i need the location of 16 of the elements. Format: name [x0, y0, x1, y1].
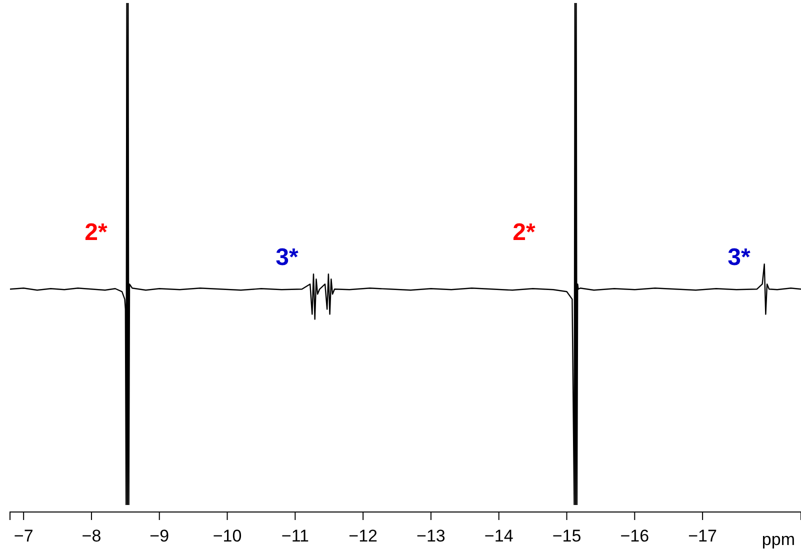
x-axis-title: ppm — [762, 530, 795, 549]
x-tick-label: −11 — [281, 526, 309, 546]
x-tick-label: −15 — [552, 526, 582, 546]
x-tick-label: −13 — [416, 526, 446, 546]
x-tick-label: −8 — [82, 526, 102, 546]
x-tick-label: −10 — [212, 526, 242, 546]
annotation: 2* — [84, 219, 108, 246]
x-tick-label: −7 — [14, 526, 34, 546]
x-tick-label: −12 — [348, 526, 378, 546]
annotation: 3* — [728, 244, 752, 271]
x-tick-label: −17 — [688, 526, 717, 546]
x-tick-label: −9 — [150, 526, 170, 546]
x-tick-label: −14 — [484, 526, 514, 546]
annotation: 2* — [512, 219, 536, 246]
annotation: 3* — [276, 244, 300, 271]
x-tick-label: −16 — [620, 526, 650, 546]
